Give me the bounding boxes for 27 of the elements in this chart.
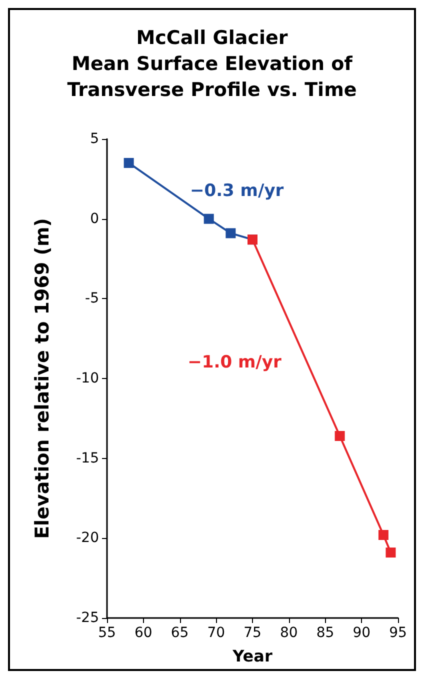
x-axis-title: Year xyxy=(232,646,272,666)
x-tick-label: 95 xyxy=(389,625,407,641)
annotation: −1.0 m/yr xyxy=(188,352,282,373)
chart-title: McCall Glacier Mean Surface Elevation of Transverse Profile vs. Time xyxy=(67,27,357,101)
x-tick-label: 55 xyxy=(98,625,116,641)
x-tick-label: 60 xyxy=(134,625,152,641)
x-tick-label: 65 xyxy=(170,625,189,641)
y-tick-label: -15 xyxy=(76,450,99,466)
y-tick-label: -10 xyxy=(76,370,99,386)
point xyxy=(124,158,134,168)
y-tick-label: 5 xyxy=(90,131,99,147)
x-tick-label: 85 xyxy=(316,625,334,641)
point xyxy=(386,548,396,558)
x-tick-label: 70 xyxy=(207,625,226,641)
y-tick-label: -5 xyxy=(85,290,99,307)
point xyxy=(334,430,345,441)
x-tick-label: 90 xyxy=(352,625,371,641)
point xyxy=(378,530,388,540)
point xyxy=(226,228,236,238)
y-tick-label: -25 xyxy=(76,610,99,626)
y-tick-label: -20 xyxy=(76,530,99,546)
annotation: −0.3 m/yr xyxy=(190,180,284,201)
x-tick-label: 75 xyxy=(244,625,262,641)
y-tick-label: 0 xyxy=(90,210,99,227)
x-tick-label: 80 xyxy=(280,625,298,641)
point xyxy=(204,214,214,224)
y-axis-title: Elevation relative to 1969 (m) xyxy=(32,218,54,539)
